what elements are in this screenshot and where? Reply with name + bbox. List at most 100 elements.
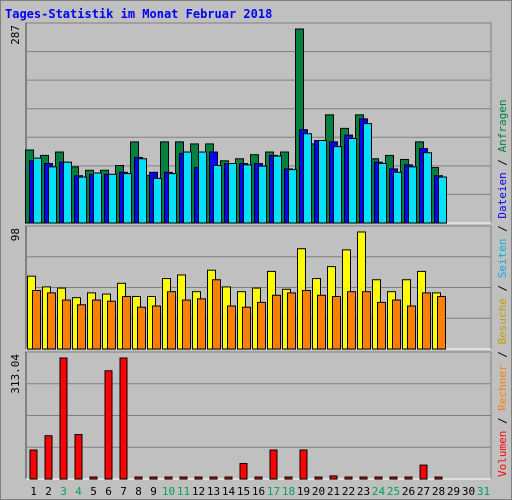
bar-volumen-day-5: [89, 476, 98, 480]
bar-volumen-day-15: [239, 463, 248, 480]
y-max-label: 287: [9, 25, 22, 45]
bar-rechner-day-2: [47, 292, 56, 350]
y-max-label: 313.04: [9, 354, 22, 394]
bar-seiten-day-6: [108, 173, 117, 224]
bar-seiten-day-14: [228, 163, 237, 224]
bar-rechner-day-21: [332, 295, 341, 350]
bar-rechner-day-20: [317, 294, 326, 350]
bar-seiten-day-26: [408, 166, 417, 224]
x-tick-label-1: 1: [30, 485, 37, 498]
bar-seiten-day-12: [198, 151, 207, 224]
bar-seiten-day-8: [138, 158, 147, 224]
bar-volumen-day-28: [434, 476, 443, 480]
x-tick-label-18: 18: [282, 485, 295, 498]
bar-seiten-day-15: [243, 164, 252, 224]
x-tick-label-26: 26: [402, 485, 415, 498]
bar-rechner-day-1: [32, 290, 41, 350]
bar-rechner-day-25: [392, 299, 401, 350]
bar-rechner-day-16: [257, 301, 266, 350]
bar-seiten-day-24: [378, 163, 387, 224]
bar-seiten-day-5: [93, 172, 102, 224]
bar-rechner-day-27: [422, 292, 431, 350]
x-tick-label-9: 9: [150, 485, 157, 498]
bar-rechner-day-8: [137, 306, 146, 350]
x-tick-label-11: 11: [177, 485, 190, 498]
bar-volumen-day-3: [59, 357, 68, 480]
x-tick-label-31: 31: [477, 485, 490, 498]
bar-rechner-day-9: [152, 305, 161, 350]
bar-volumen-day-24: [374, 476, 383, 480]
bar-seiten-day-3: [63, 161, 72, 224]
bar-seiten-day-1: [33, 157, 42, 224]
bar-besuche-day-23: [357, 231, 366, 350]
bar-volumen-day-1: [29, 449, 38, 480]
legend-item-besuche: Besuche: [496, 298, 509, 344]
legend-item-anfragen: Anfragen: [496, 99, 509, 152]
bar-volumen-day-20: [314, 476, 323, 480]
legend-item-seiten: Seiten: [496, 239, 509, 279]
bar-rechner-day-7: [122, 295, 131, 350]
legend-item-rechner: Rechner: [496, 364, 509, 411]
x-tick-label-8: 8: [135, 485, 142, 498]
bar-rechner-day-11: [182, 299, 191, 350]
bar-volumen-day-25: [389, 476, 398, 480]
x-tick-label-5: 5: [90, 485, 97, 498]
series-legend: Volumen / Rechner / Besuche / Seiten / D…: [496, 99, 509, 477]
bar-rechner-day-17: [272, 294, 281, 350]
x-tick-label-12: 12: [192, 485, 205, 498]
bar-seiten-day-9: [153, 177, 162, 224]
bar-volumen-day-17: [269, 449, 278, 480]
y-max-label: 98: [9, 228, 22, 241]
bar-rechner-day-18: [287, 292, 296, 350]
bar-volumen-day-19: [299, 449, 308, 480]
bar-volumen-day-18: [284, 476, 293, 480]
x-tick-label-21: 21: [327, 485, 340, 498]
bar-rechner-day-26: [407, 305, 416, 350]
bar-rechner-day-22: [347, 291, 356, 350]
chart-title: Tages-Statistik im Monat Februar 2018: [5, 7, 273, 21]
x-tick-label-2: 2: [45, 485, 52, 498]
x-tick-label-17: 17: [267, 485, 280, 498]
bar-seiten-day-7: [123, 173, 132, 224]
bar-seiten-day-16: [258, 165, 267, 224]
bar-volumen-day-12: [194, 476, 203, 480]
bar-seiten-day-22: [348, 138, 357, 224]
bar-rechner-day-12: [197, 298, 206, 350]
bar-volumen-day-10: [164, 476, 173, 480]
bar-seiten-day-17: [273, 155, 282, 224]
x-tick-label-15: 15: [237, 485, 250, 498]
legend-separator: /: [496, 152, 509, 172]
x-tick-label-3: 3: [60, 485, 67, 498]
bar-seiten-day-27: [423, 152, 432, 224]
bar-rechner-day-5: [92, 299, 101, 350]
bar-volumen-day-16: [254, 476, 263, 480]
x-tick-label-14: 14: [222, 485, 236, 498]
x-tick-label-24: 24: [372, 485, 386, 498]
legend-separator: /: [496, 278, 509, 298]
bar-seiten-day-18: [288, 169, 297, 224]
x-tick-label-22: 22: [342, 485, 355, 498]
x-tick-label-7: 7: [120, 485, 127, 498]
bar-volumen-day-6: [104, 370, 113, 480]
bar-rechner-day-14: [227, 305, 236, 350]
bar-rechner-day-3: [62, 299, 71, 350]
bar-seiten-day-13: [213, 165, 222, 224]
bar-rechner-day-10: [167, 291, 176, 350]
bar-seiten-day-11: [183, 151, 192, 224]
bar-volumen-day-21: [329, 475, 338, 480]
x-tick-label-16: 16: [252, 485, 265, 498]
x-tick-label-4: 4: [75, 485, 82, 498]
bar-rechner-day-13: [212, 279, 221, 350]
x-tick-label-30: 30: [462, 485, 475, 498]
x-tick-label-25: 25: [387, 485, 400, 498]
x-tick-label-20: 20: [312, 485, 325, 498]
x-tick-label-6: 6: [105, 485, 112, 498]
bar-seiten-day-23: [363, 123, 372, 224]
bar-seiten-day-19: [303, 133, 312, 224]
bar-seiten-day-4: [78, 176, 87, 224]
bar-volumen-day-13: [209, 476, 218, 480]
legend-separator: /: [496, 411, 509, 431]
x-tick-label-29: 29: [447, 485, 460, 498]
